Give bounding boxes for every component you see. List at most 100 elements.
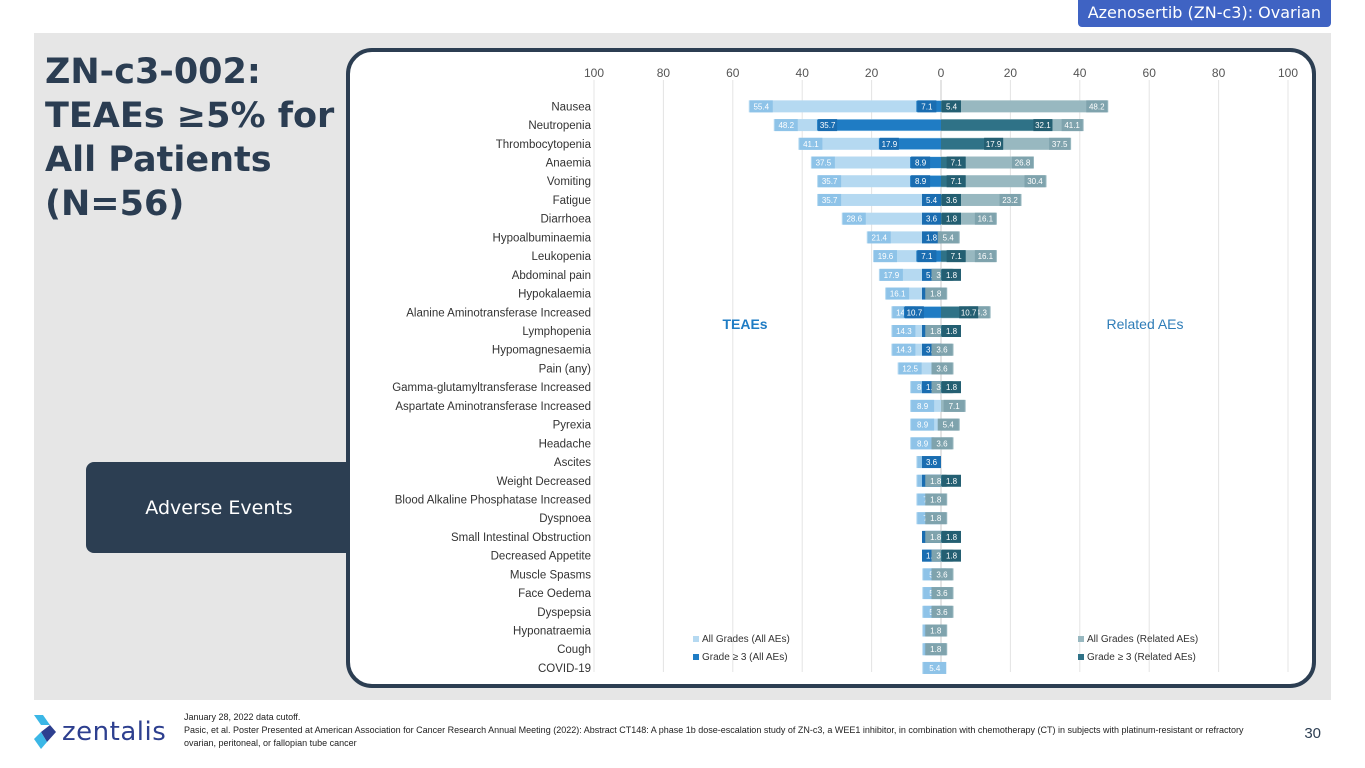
data-label-box <box>942 100 961 113</box>
data-label: 35.7 <box>820 121 836 130</box>
data-label-box <box>937 231 959 244</box>
right-panel-label: Related AEs <box>1106 316 1183 332</box>
data-label-box <box>898 362 922 375</box>
data-label-box <box>946 250 966 263</box>
chart-card: 100 80 60 40 20 0 20 40 60 80 100 Nausea 55.4 7.1 48.2… <box>346 48 1316 688</box>
data-label: 28.6 <box>846 215 862 224</box>
legend-label: All Grades (Related AEs) <box>1087 634 1198 645</box>
bar-g3-teae <box>817 119 941 131</box>
legend-swatch <box>693 636 699 642</box>
bar-g3-teae <box>878 138 941 150</box>
data-label-box <box>959 306 979 319</box>
bar-all-teae <box>810 156 941 169</box>
category-label: COVID-19 <box>538 663 591 675</box>
data-label-box <box>1011 156 1033 169</box>
data-label: 32.1 <box>1035 121 1051 130</box>
data-label-box <box>942 193 961 206</box>
data-label-box <box>923 661 947 674</box>
zentalis-wordmark: zentalis <box>62 717 167 747</box>
zentalis-logo: zentalis <box>34 715 166 749</box>
bar-all-teae <box>817 193 941 206</box>
data-label-box <box>818 193 842 206</box>
data-label-box <box>922 231 941 244</box>
data-label-box <box>925 530 947 543</box>
category-label: Muscle Spasms <box>510 569 591 581</box>
data-label-box <box>925 325 947 337</box>
data-label: 7.1 <box>951 252 963 261</box>
data-label: 3.6 <box>936 346 948 355</box>
data-label: 14.3 <box>896 346 912 355</box>
data-label: 35.7 <box>822 177 838 186</box>
data-label-box <box>925 287 947 300</box>
data-label: 5.4 <box>943 233 955 242</box>
data-label: 5.4 <box>926 196 938 205</box>
data-label-box <box>922 212 941 225</box>
category-label: Blood Alkaline Phosphatase Increased <box>395 494 591 506</box>
data-label: 17.9 <box>884 271 900 280</box>
bar-all-teae <box>841 212 941 225</box>
data-label-box <box>811 156 835 169</box>
data-label-box <box>937 418 959 431</box>
data-label: 3.6 <box>936 439 948 448</box>
data-label: 23.2 <box>1002 196 1018 205</box>
data-label-box <box>886 287 910 300</box>
data-label: 3.6 <box>946 196 958 205</box>
butterfly-chart: 100 80 60 40 20 0 20 40 60 80 100 Nausea 55.4 7.1 48.2… <box>392 66 1298 675</box>
data-label-box <box>774 119 798 132</box>
category-label: Abdominal pain <box>512 270 591 282</box>
data-label-box <box>931 437 953 450</box>
left-panel-label: TEAEs <box>722 316 767 332</box>
data-label: 55.4 <box>753 102 769 111</box>
data-label: 1.8 <box>930 477 942 486</box>
data-label-box <box>922 193 941 206</box>
data-label-box <box>892 343 916 356</box>
data-label: 16.1 <box>890 290 906 299</box>
data-label-box <box>799 137 823 150</box>
data-label-box <box>946 175 966 188</box>
data-label: 8.9 <box>917 402 929 411</box>
data-label: 1.8 <box>946 552 958 561</box>
zentalis-mark-icon <box>34 715 56 749</box>
data-label: 3.6 <box>926 215 938 224</box>
legend-label: Grade ≥ 3 (All AEs) <box>702 652 788 663</box>
data-label-box <box>911 175 931 188</box>
data-label-box <box>974 250 996 263</box>
data-label-box <box>942 549 961 562</box>
x-tick-label: 80 <box>1212 66 1226 80</box>
data-label: 3.6 <box>936 608 948 617</box>
data-label: 1.8 <box>946 533 958 542</box>
data-label-box <box>879 268 903 281</box>
data-label-box <box>879 137 899 150</box>
category-label: Pain (any) <box>539 363 592 375</box>
bar-all-related <box>941 100 1109 113</box>
data-label: 1.8 <box>930 627 942 636</box>
x-tick-label: 20 <box>1004 66 1018 80</box>
category-label: Weight Decreased <box>497 476 591 488</box>
data-label-box <box>999 193 1021 206</box>
data-label-box <box>911 399 935 412</box>
data-label-box <box>873 250 897 263</box>
category-label: Hyponatraemia <box>513 626 592 638</box>
data-label: 10.7 <box>961 308 977 317</box>
legend-swatch <box>1078 654 1084 660</box>
slide-title: ZN-c3-002: TEAEs ≥5% for All Patients (N… <box>45 52 335 224</box>
legend-swatch <box>1078 636 1084 642</box>
data-label: 16.1 <box>978 215 994 224</box>
x-tick-label: 0 <box>938 66 945 80</box>
data-label: 17.9 <box>986 140 1002 149</box>
data-label-box <box>911 156 931 169</box>
data-label: 1.8 <box>930 645 942 654</box>
x-tick-label: 60 <box>726 66 740 80</box>
category-label: Hypomagnesaemia <box>492 345 592 357</box>
data-label: 1.8 <box>946 271 958 280</box>
data-label: 7.1 <box>949 402 961 411</box>
data-label: 48.2 <box>1089 102 1105 111</box>
category-label: Neutropenia <box>528 120 591 132</box>
data-label-box <box>911 437 935 450</box>
data-label: 1.8 <box>946 215 958 224</box>
bar-g3-related <box>941 119 1053 131</box>
footnote: January 28, 2022 data cutoff. Pasic, et … <box>184 711 1264 750</box>
category-label: Gamma-glutamyltransferase Increased <box>392 382 591 394</box>
footnote-cutoff: January 28, 2022 data cutoff. <box>184 712 301 722</box>
data-label-box <box>942 212 961 225</box>
